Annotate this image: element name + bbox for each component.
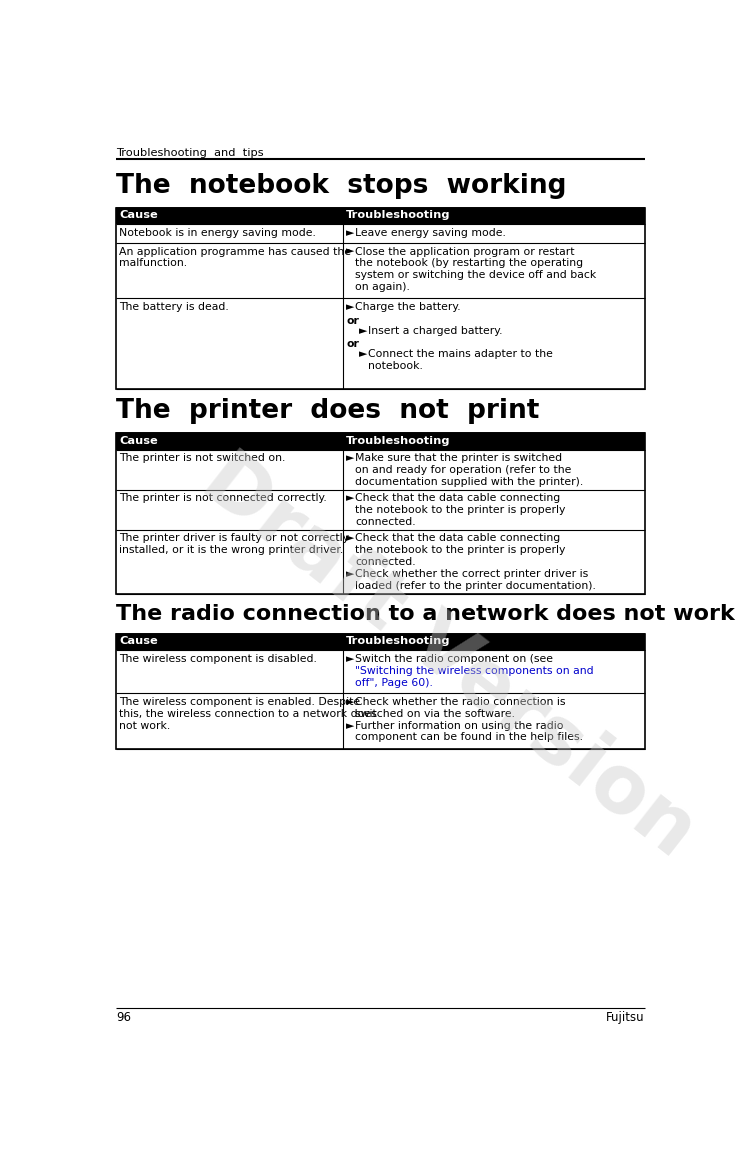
Text: or: or [347,315,359,326]
Text: not work.: not work. [119,721,171,730]
Text: Connect the mains adapter to the: Connect the mains adapter to the [368,349,553,359]
Text: Draft Version: Draft Version [188,440,711,873]
Text: The printer driver is faulty or not correctly: The printer driver is faulty or not corr… [119,533,349,544]
Text: Troubleshooting: Troubleshooting [347,211,450,220]
Bar [116,209,645,224]
Bar [116,298,645,389]
Text: Check whether the correct printer driver is: Check whether the correct printer driver… [355,569,588,580]
Text: Close the application program or restart: Close the application program or restart [355,247,575,256]
Text: documentation supplied with the printer).: documentation supplied with the printer)… [355,478,584,487]
Text: this, the wireless connection to a network does: this, the wireless connection to a netwo… [119,709,377,719]
Text: The printer is not switched on.: The printer is not switched on. [119,453,286,464]
Text: Cause: Cause [119,211,158,220]
Text: loaded (refer to the printer documentation).: loaded (refer to the printer documentati… [355,581,597,591]
Text: ►: ► [347,228,355,238]
Text: ►: ► [347,494,355,503]
Bar [116,209,645,389]
Text: The battery is dead.: The battery is dead. [119,302,229,312]
Text: An application programme has caused the: An application programme has caused the [119,247,351,256]
Text: Switch the radio component on (see: Switch the radio component on (see [355,654,554,664]
Text: The wireless component is disabled.: The wireless component is disabled. [119,654,317,664]
Bar [116,242,645,298]
Bar [116,433,645,450]
Bar [116,634,645,749]
Text: off", Page 60).: off", Page 60). [355,678,433,687]
Text: 96: 96 [116,1012,131,1025]
Text: ►: ► [358,326,367,336]
Text: connected.: connected. [355,517,416,527]
Text: component can be found in the help files.: component can be found in the help files… [355,732,583,743]
Text: Charge the battery.: Charge the battery. [355,302,461,312]
Text: ►: ► [347,721,355,730]
Text: malfunction.: malfunction. [119,258,187,269]
Text: Check whether the radio connection is: Check whether the radio connection is [355,697,566,707]
Bar [116,224,645,242]
Text: The printer is not connected correctly.: The printer is not connected correctly. [119,494,326,503]
Bar [116,650,645,693]
Text: installed, or it is the wrong printer driver.: installed, or it is the wrong printer dr… [119,545,344,555]
Bar [116,489,645,530]
Bar [116,634,645,650]
Text: connected.: connected. [355,557,416,567]
Text: ►: ► [358,349,367,359]
Text: ►: ► [347,697,355,707]
Text: Further information on using the radio: Further information on using the radio [355,721,564,730]
Text: Troubleshooting  and  tips: Troubleshooting and tips [116,148,263,159]
Text: The radio connection to a network does not work: The radio connection to a network does n… [116,604,735,624]
Text: The wireless component is enabled. Despite: The wireless component is enabled. Despi… [119,697,360,707]
Text: Insert a charged battery.: Insert a charged battery. [368,326,502,336]
Text: ►: ► [347,533,355,544]
Bar [116,693,645,749]
Text: ►: ► [347,247,355,256]
Text: Check that the data cable connecting: Check that the data cable connecting [355,533,561,544]
Text: Notebook is in energy saving mode.: Notebook is in energy saving mode. [119,228,316,238]
Text: notebook.: notebook. [368,362,423,371]
Text: Fujitsu: Fujitsu [606,1012,645,1025]
Bar [116,450,645,489]
Text: The  notebook  stops  working: The notebook stops working [116,173,566,199]
Text: Check that the data cable connecting: Check that the data cable connecting [355,494,561,503]
Text: the notebook (by restarting the operating: the notebook (by restarting the operatin… [355,258,584,269]
Text: the notebook to the printer is properly: the notebook to the printer is properly [355,505,566,516]
Text: "Switching the wireless components on and: "Switching the wireless components on an… [355,665,594,676]
Text: Make sure that the printer is switched: Make sure that the printer is switched [355,453,562,464]
Text: on and ready for operation (refer to the: on and ready for operation (refer to the [355,465,572,475]
Text: system or switching the device off and back: system or switching the device off and b… [355,270,597,280]
Text: The  printer  does  not  print: The printer does not print [116,399,539,424]
Text: Cause: Cause [119,436,158,446]
Text: Leave energy saving mode.: Leave energy saving mode. [355,228,506,238]
Text: or: or [347,340,359,349]
Text: ►: ► [347,569,355,580]
Text: on again).: on again). [355,282,410,292]
Bar [116,433,645,595]
Text: switched on via the software.: switched on via the software. [355,709,516,719]
Text: Cause: Cause [119,636,158,646]
Bar [116,530,645,595]
Text: ►: ► [347,654,355,664]
Text: Troubleshooting: Troubleshooting [347,436,450,446]
Text: ►: ► [347,453,355,464]
Text: Troubleshooting: Troubleshooting [347,636,450,646]
Text: ►: ► [347,302,355,312]
Text: the notebook to the printer is properly: the notebook to the printer is properly [355,545,566,555]
